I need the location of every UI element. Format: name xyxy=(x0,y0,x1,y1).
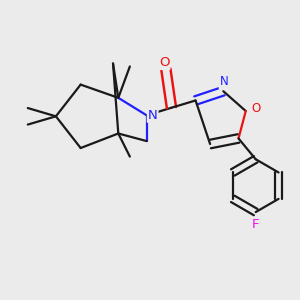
Text: O: O xyxy=(251,102,260,115)
Text: N: N xyxy=(220,76,228,88)
Text: N: N xyxy=(148,109,158,122)
Text: F: F xyxy=(252,218,260,231)
Text: O: O xyxy=(159,56,169,69)
